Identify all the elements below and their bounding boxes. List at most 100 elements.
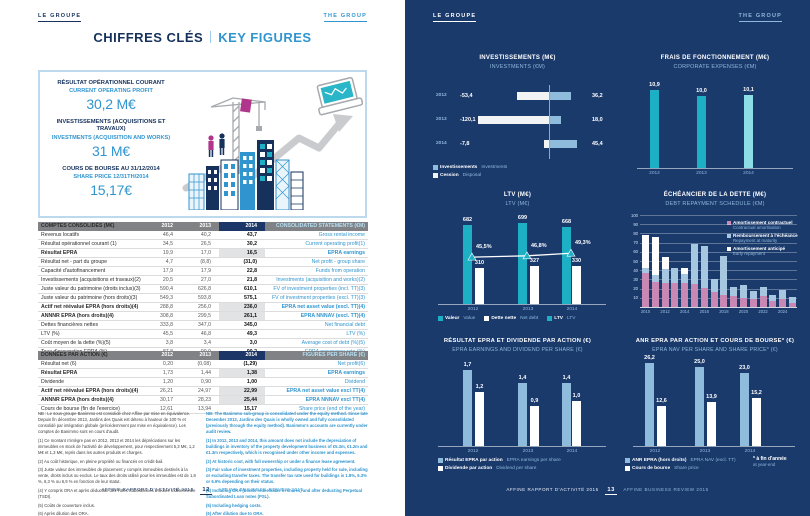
cell-2014: 1,38 (219, 369, 265, 377)
footnote: (5) Including hedging costs. (206, 502, 262, 508)
key-figure-label-fr: INVESTISSEMENTS (ACQUISITIONS ET TRAVAUX… (56, 119, 166, 133)
legend-swatch (547, 316, 553, 321)
cell-2014: 30,2 (246, 241, 257, 247)
cell-2014: 3,0 (249, 340, 257, 346)
row-label-en: LTV (%) (346, 331, 365, 337)
gridline (640, 279, 797, 281)
xtick-label: 2024 (778, 309, 788, 314)
footer-fr: AFFINE RAPPORT D'ACTIVITÉ 2015 (101, 487, 194, 492)
row-label-fr: Capacité d'autofinancement (41, 268, 106, 274)
bar-segment (779, 298, 787, 307)
ytick-label: 100 (631, 212, 638, 218)
gridline (640, 251, 797, 253)
chart-investments: INVESTISSEMENTS (M€) INVESTMENTS (€M) In… (420, 55, 615, 190)
table-row: ANNNR EPRA (hors droits)(4) 308,8 299,5 261… (38, 312, 368, 321)
bar-segment (700, 246, 708, 288)
ytick-label: 60 (633, 249, 638, 255)
ytick-label: 40 (633, 267, 638, 273)
value-label: 23,0 (739, 365, 750, 372)
page-number: 13 (605, 487, 617, 495)
chart-title-fr: FRAIS DE FONCTIONNEMENT (M€) (660, 55, 770, 61)
gridline (640, 224, 797, 226)
ltv-label: 45,5% (476, 244, 492, 251)
bar-primary (740, 373, 749, 446)
value-label: 682 (462, 217, 473, 224)
bar-netdebt (475, 268, 484, 304)
footnote: (5) Coûts de couverture inclus. (38, 502, 96, 508)
bar-segment (749, 298, 757, 307)
bar-secondary (707, 401, 716, 446)
buildings-icon (188, 140, 304, 210)
xtick-label: 2012 (660, 309, 670, 314)
row-label-fr: Coût moyen de la dette (%)(5) (41, 340, 111, 346)
person-icon (208, 135, 214, 157)
cell-2014: 261,1 (219, 312, 265, 320)
legend-swatch (727, 221, 731, 225)
footnote: (1) Ce montant n'intègre pas en 2012, 20… (38, 437, 195, 456)
gridline (640, 261, 797, 262)
footer-fr: AFFINE RAPPORT D'ACTIVITÉ 2015 (506, 487, 599, 492)
chart-ltv: LTV (M€) LTV (M€) Valeur Value Dette net… (420, 192, 615, 335)
legend-item: Amortissement anticipé Early repayment (727, 246, 803, 256)
bar-value (518, 223, 527, 304)
cell-2014: 25,44 (219, 396, 265, 404)
cell-2014: 345,0 (244, 322, 257, 328)
cell-2012: 0,20 (162, 361, 173, 367)
cell-2012: 1,20 (162, 379, 173, 385)
cell-2012: 308,8 (160, 313, 173, 319)
table-row: Actif net réévalué EPRA (hors droits)(4)… (38, 387, 368, 396)
row-label-fr: Cours de bourse (fin de l'exercice) (41, 406, 120, 412)
footnote: NB: The Banimmo sub-group is consolidate… (206, 411, 368, 435)
gridline (640, 288, 797, 290)
value-label: 1,2 (475, 384, 484, 390)
bar-segment (759, 295, 767, 307)
bar (650, 89, 659, 168)
value-label: -53,4 (460, 93, 473, 99)
bar-segment (759, 286, 767, 296)
footnote-en: at year-end (753, 462, 776, 467)
bar-segment (681, 268, 689, 274)
key-figures-list: RÉSULTAT OPÉRATIONNEL COURANT CURRENT OP… (42, 80, 180, 205)
cell-2013: 13,94 (198, 406, 211, 412)
left-page: LE GROUPE THE GROUP CHIFFRES CLÉS KEY FIG… (38, 13, 368, 516)
bar-segment (740, 297, 747, 307)
cell-2012: 12,61 (160, 406, 173, 412)
legend-label-en: Value (463, 316, 476, 321)
legend-label-fr: ANR EPRA (hors droits) (632, 458, 687, 463)
cell-2014: 16,5 (219, 249, 265, 257)
cell-2013: 626,8 (198, 286, 211, 292)
key-figure: RÉSULTAT OPÉRATIONNEL COURANT CURRENT OP… (42, 80, 180, 112)
value-label: 1,0 (572, 393, 581, 399)
axis-line (438, 446, 606, 447)
table-row: Résultat opérationnel courant (1) 34,5 26,… (38, 240, 368, 249)
table-row: Juste valeur du patrimoine (droits inclu… (38, 285, 368, 294)
person-icon (219, 133, 225, 155)
bar-segment (671, 268, 679, 284)
bar-segment (730, 295, 738, 307)
table-row: Coût moyen de la dette (%)(5) 3,8 3,4 3,0 Av… (38, 339, 368, 348)
title-separator (210, 31, 212, 43)
value-label: 10,1 (743, 87, 754, 94)
footnote: (6) After dilution due to ORA. (206, 511, 264, 516)
bar-primary (518, 383, 527, 446)
row-label-en: EPRA earnings (327, 250, 365, 256)
year-label: 2013 (522, 449, 534, 454)
row-label-en: Net financial debt (324, 322, 365, 328)
legend-item: Cession Disposal (433, 173, 507, 178)
legend-swatch (625, 458, 630, 463)
legend-item: LTV LTV (547, 316, 575, 321)
page-footer-right: AFFINE RAPPORT D'ACTIVITÉ 2015 13 AFFINE… (405, 487, 810, 495)
table-row: Revenus locatifs 46,4 40,2 43,7 Gross rental… (38, 231, 368, 240)
cell-2014: 22,8 (246, 268, 257, 274)
cell-2012: 30,17 (160, 397, 173, 403)
table1-header-fr: COMPTES CONSOLIDÉS (M€) (41, 223, 115, 229)
ytick-label: 20 (633, 286, 638, 292)
bar-segment (789, 296, 796, 304)
table1-body: Revenus locatifs 46,4 40,2 43,7 Gross rental… (38, 231, 368, 357)
illustration (182, 76, 363, 210)
bar-segment (720, 295, 728, 307)
cell-2012: 20,5 (162, 277, 173, 283)
cell-2012: 19,9 (162, 250, 173, 256)
key-figures-box: RÉSULTAT OPÉRATIONNEL COURANT CURRENT OP… (38, 70, 367, 218)
legend-swatch (433, 165, 438, 170)
